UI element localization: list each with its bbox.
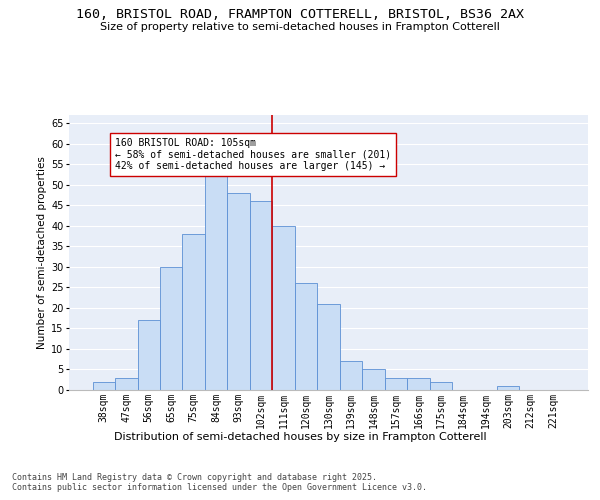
Text: 160, BRISTOL ROAD, FRAMPTON COTTERELL, BRISTOL, BS36 2AX: 160, BRISTOL ROAD, FRAMPTON COTTERELL, B…: [76, 8, 524, 20]
Text: Size of property relative to semi-detached houses in Frampton Cotterell: Size of property relative to semi-detach…: [100, 22, 500, 32]
Text: Contains HM Land Registry data © Crown copyright and database right 2025.
Contai: Contains HM Land Registry data © Crown c…: [12, 472, 427, 492]
Bar: [497, 386, 520, 390]
Bar: [385, 378, 407, 390]
Bar: [250, 201, 272, 390]
Bar: [272, 226, 295, 390]
Bar: [430, 382, 452, 390]
Bar: [115, 378, 137, 390]
Bar: [92, 382, 115, 390]
Text: Distribution of semi-detached houses by size in Frampton Cotterell: Distribution of semi-detached houses by …: [113, 432, 487, 442]
Bar: [295, 284, 317, 390]
Bar: [205, 168, 227, 390]
Text: 160 BRISTOL ROAD: 105sqm
← 58% of semi-detached houses are smaller (201)
42% of : 160 BRISTOL ROAD: 105sqm ← 58% of semi-d…: [115, 138, 391, 171]
Bar: [340, 362, 362, 390]
Bar: [182, 234, 205, 390]
Bar: [137, 320, 160, 390]
Y-axis label: Number of semi-detached properties: Number of semi-detached properties: [37, 156, 47, 349]
Bar: [362, 370, 385, 390]
Bar: [160, 267, 182, 390]
Bar: [227, 193, 250, 390]
Bar: [317, 304, 340, 390]
Bar: [407, 378, 430, 390]
